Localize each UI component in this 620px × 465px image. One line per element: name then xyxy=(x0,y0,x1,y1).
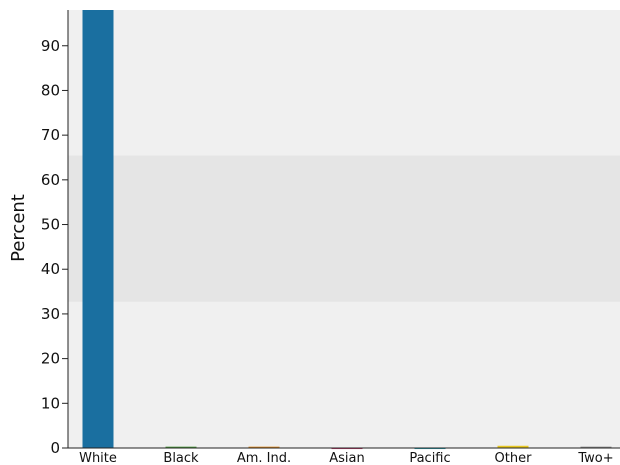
y-tick-label: 60 xyxy=(41,171,60,189)
y-tick-label: 10 xyxy=(41,394,60,412)
x-axis: White Black Am. Ind. Asian Pacific Other Two+ xyxy=(68,447,620,465)
background-band-1 xyxy=(68,155,620,302)
y-tick-label: 30 xyxy=(41,305,60,323)
bars xyxy=(82,10,612,450)
bar-black xyxy=(165,446,197,449)
bar-white xyxy=(82,10,114,448)
x-tick-label: Two+ xyxy=(577,451,613,465)
y-tick-label: 40 xyxy=(41,260,60,278)
y-tick-label: 50 xyxy=(41,216,60,234)
x-tick-label: White xyxy=(79,451,117,465)
bar-other xyxy=(497,445,529,448)
y-axis-title: Percent xyxy=(8,194,29,262)
y-tick-label: 90 xyxy=(41,37,60,55)
y-tick-label: 70 xyxy=(41,126,60,144)
y-axis: 0 10 20 30 40 50 60 70 80 90 xyxy=(41,10,69,457)
x-tick-label: Pacific xyxy=(409,451,450,465)
y-tick-label: 20 xyxy=(41,350,60,368)
y-tick-label: 80 xyxy=(41,81,60,99)
background-bands xyxy=(68,10,620,448)
x-tick-label: Asian xyxy=(329,451,364,465)
background-band-0 xyxy=(68,301,620,448)
x-tick-label: Other xyxy=(495,451,533,465)
bar-two xyxy=(580,446,612,449)
background-band-2 xyxy=(68,10,620,156)
x-tick-label: Black xyxy=(163,451,199,465)
y-tick-label: 0 xyxy=(50,439,60,457)
bar-am-ind xyxy=(248,446,280,449)
x-tick-label: Am. Ind. xyxy=(237,451,291,465)
